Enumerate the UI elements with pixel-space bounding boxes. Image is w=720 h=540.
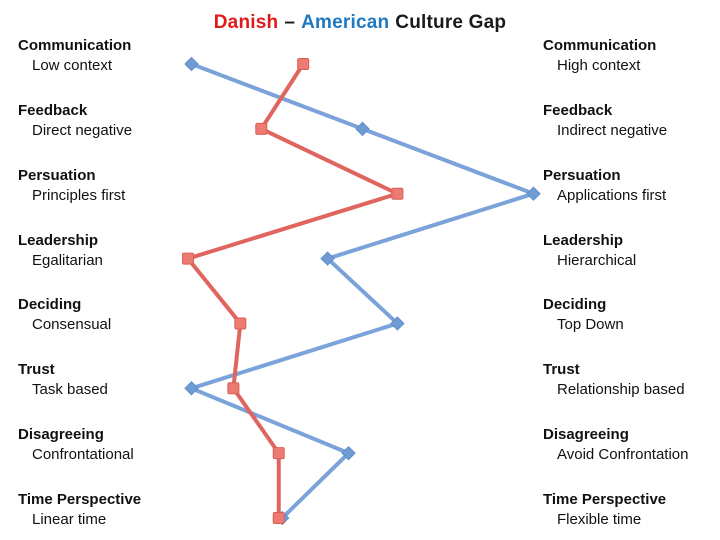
row-label-left: Trust Task based xyxy=(18,360,108,400)
pole-label: Low context xyxy=(32,57,113,74)
pole-label: Egalitarian xyxy=(32,251,103,269)
category-name: Disagreeing xyxy=(543,426,629,444)
category-name: Trust xyxy=(543,361,580,379)
danish-marker xyxy=(391,187,404,200)
american-marker xyxy=(320,251,335,266)
danish-marker xyxy=(234,317,247,330)
category-name: Leadership xyxy=(18,231,99,249)
danish-marker xyxy=(182,252,194,265)
american-marker xyxy=(341,445,356,461)
row-label-left: Leadership Egalitarian xyxy=(18,231,103,271)
category-name: Leadership xyxy=(543,231,624,249)
pole-label: Hierarchical xyxy=(557,251,637,269)
category-name: Persuation xyxy=(543,166,621,184)
danish-marker xyxy=(272,512,285,525)
american-marker xyxy=(184,381,199,396)
danish-marker xyxy=(297,58,310,70)
pole-label: Avoid Confrontation xyxy=(557,446,689,464)
category-name: Deciding xyxy=(18,296,82,314)
pole-label: Flexible time xyxy=(557,511,642,529)
row-label-left: Feedback Direct negative xyxy=(18,101,132,141)
row-label-left: Persuation Principles first xyxy=(18,166,125,206)
american-marker xyxy=(526,186,541,201)
pole-label: Top Down xyxy=(557,316,624,334)
row-label-right: Communication High context xyxy=(543,36,656,76)
american-line xyxy=(189,62,536,521)
chart-title: Danish – American Culture Gap xyxy=(0,12,720,34)
category-name: Deciding xyxy=(543,296,607,314)
category-name: Feedback xyxy=(18,101,88,119)
pole-label: Task based xyxy=(32,381,108,399)
pole-label: Direct negative xyxy=(32,121,133,139)
title-american-label: American xyxy=(301,12,390,33)
pole-label: Indirect negative xyxy=(557,121,668,139)
pole-label: High context xyxy=(557,57,641,74)
row-label-left: Disagreeing Confrontational xyxy=(18,425,134,465)
danish-marker xyxy=(227,382,240,395)
row-label-right: Leadership Hierarchical xyxy=(543,231,636,271)
row-label-right: Feedback Indirect negative xyxy=(543,101,667,141)
row-label-right: Deciding Top Down xyxy=(543,295,624,335)
american-marker xyxy=(184,56,199,72)
row-label-right: Disagreeing Avoid Confrontation xyxy=(543,425,688,465)
danish-marker xyxy=(255,122,268,135)
pole-label: Consensual xyxy=(32,316,112,334)
category-name: Communication xyxy=(18,37,132,54)
pole-label: Principles first xyxy=(32,186,126,204)
pole-label: Linear time xyxy=(32,511,107,529)
row-label-left: Deciding Consensual xyxy=(18,295,111,335)
row-label-right: Persuation Applications first xyxy=(543,166,666,206)
danish-marker xyxy=(272,447,285,460)
pole-label: Applications first xyxy=(557,186,667,204)
category-name: Persuation xyxy=(18,166,96,184)
category-name: Time Perspective xyxy=(18,491,142,509)
row-label-left: Time Perspective Linear time xyxy=(18,490,141,530)
title-separator: – xyxy=(284,12,296,33)
category-name: Time Perspective xyxy=(543,491,667,509)
title-rest: Culture Gap xyxy=(395,12,507,33)
title-danish-label: Danish xyxy=(213,12,279,33)
pole-label: Relationship based xyxy=(557,381,685,399)
danish-line xyxy=(186,62,400,521)
category-name: Communication xyxy=(543,37,657,54)
row-label-left: Communication Low context xyxy=(18,36,131,76)
pole-label: Confrontational xyxy=(32,446,134,464)
category-name: Feedback xyxy=(543,101,613,119)
category-name: Disagreeing xyxy=(18,426,104,444)
category-name: Trust xyxy=(18,361,55,379)
row-label-right: Trust Relationship based xyxy=(543,360,685,400)
row-label-right: Time Perspective Flexible time xyxy=(543,490,666,530)
american-marker xyxy=(390,316,405,331)
american-marker xyxy=(355,121,370,137)
